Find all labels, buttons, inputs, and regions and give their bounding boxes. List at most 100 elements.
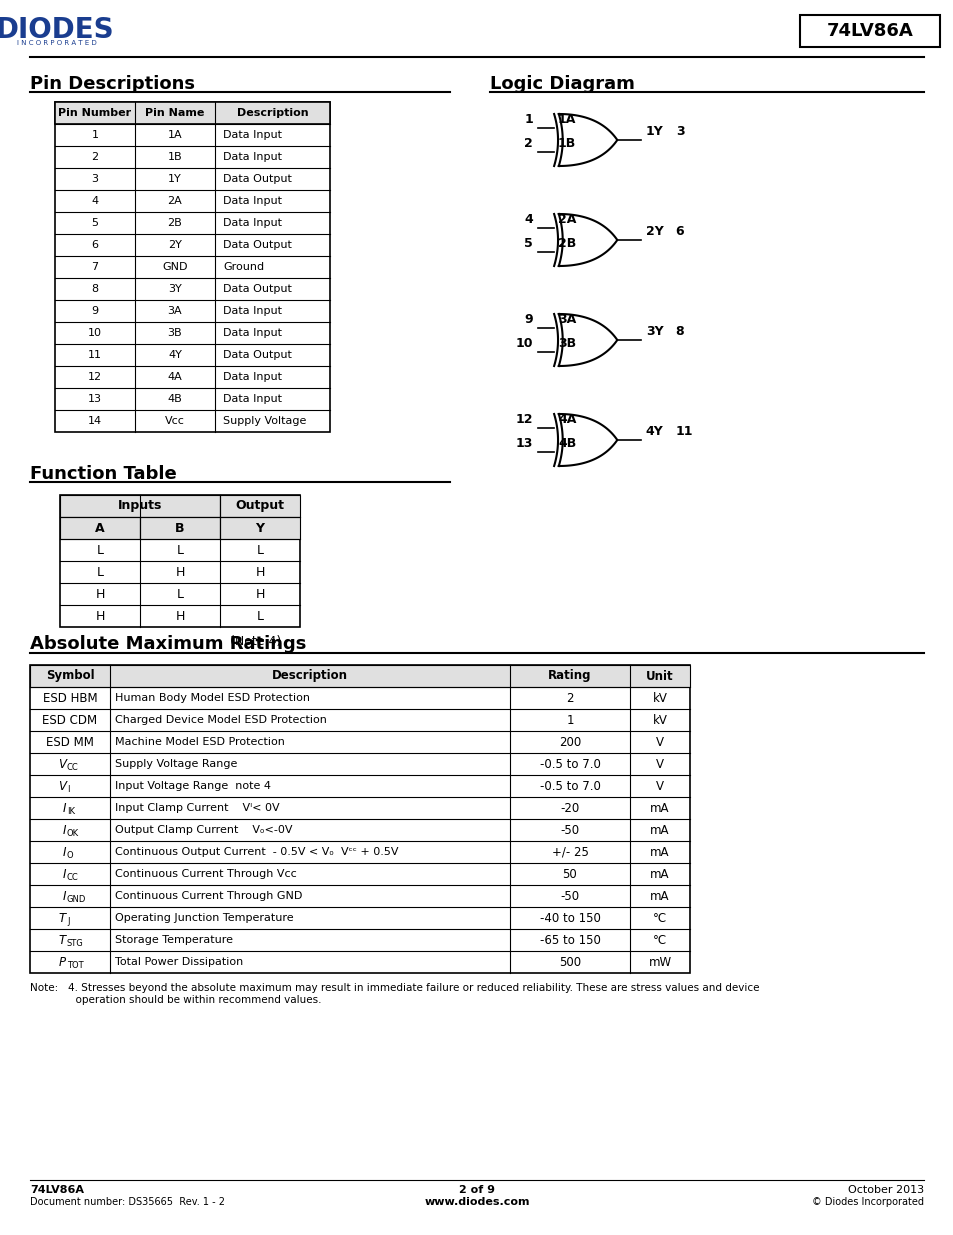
Text: -65 to 150: -65 to 150	[539, 934, 599, 946]
Text: Data Output: Data Output	[223, 350, 292, 359]
Text: Charged Device Model ESD Protection: Charged Device Model ESD Protection	[115, 715, 327, 725]
Text: 7: 7	[91, 262, 98, 272]
Text: 2A: 2A	[558, 214, 576, 226]
Text: P: P	[59, 956, 66, 968]
Text: Total Power Dissipation: Total Power Dissipation	[115, 957, 243, 967]
Text: H: H	[175, 566, 185, 578]
Text: Data Input: Data Input	[223, 196, 282, 206]
Text: 3Y: 3Y	[168, 284, 182, 294]
Text: IK: IK	[67, 806, 75, 815]
Text: Output: Output	[235, 499, 284, 513]
Text: H: H	[95, 588, 105, 600]
Text: Input Clamp Current    Vᴵ< 0V: Input Clamp Current Vᴵ< 0V	[115, 803, 279, 813]
Text: Vcc: Vcc	[165, 416, 185, 426]
Text: CC: CC	[67, 762, 79, 772]
Text: B: B	[175, 521, 185, 535]
Text: kV: kV	[652, 714, 667, 726]
Text: 2Y: 2Y	[168, 240, 182, 249]
Text: ESD HBM: ESD HBM	[43, 692, 97, 704]
Text: I: I	[63, 889, 66, 903]
Text: (Note 4): (Note 4)	[230, 635, 281, 648]
Text: 2: 2	[524, 137, 533, 149]
Text: October 2013: October 2013	[847, 1186, 923, 1195]
Text: H: H	[95, 610, 105, 622]
Text: 2A: 2A	[168, 196, 182, 206]
Text: Absolute Maximum Ratings: Absolute Maximum Ratings	[30, 635, 306, 653]
Text: Data Input: Data Input	[223, 219, 282, 228]
Text: Inputs: Inputs	[117, 499, 162, 513]
Bar	[220, 517, 299, 538]
Text: Logic Diagram: Logic Diagram	[490, 75, 634, 93]
Text: Operating Junction Temperature: Operating Junction Temperature	[115, 913, 294, 923]
Text: 1Y: 1Y	[645, 125, 662, 138]
Text: 13: 13	[515, 437, 533, 450]
Text: GND: GND	[162, 262, 188, 272]
Text: 2Y: 2Y	[645, 225, 662, 238]
Text: -0.5 to 7.0: -0.5 to 7.0	[539, 779, 599, 793]
Text: +/- 25: +/- 25	[551, 846, 588, 858]
Text: Unit: Unit	[645, 669, 673, 683]
Text: 1A: 1A	[558, 114, 576, 126]
Text: 13: 13	[88, 394, 102, 404]
Text: 4: 4	[524, 214, 533, 226]
Text: Continuous Current Through Vcc: Continuous Current Through Vcc	[115, 869, 296, 879]
Text: T: T	[59, 911, 66, 925]
Text: 4A: 4A	[168, 372, 182, 382]
Text: V: V	[656, 779, 663, 793]
Text: H: H	[255, 588, 264, 600]
Text: I: I	[63, 867, 66, 881]
Text: 6: 6	[675, 225, 683, 238]
Text: °C: °C	[652, 911, 666, 925]
Text: Description: Description	[236, 107, 308, 119]
Text: Description: Description	[272, 669, 348, 683]
Text: © Diodes Incorporated: © Diodes Incorporated	[811, 1197, 923, 1207]
Text: 10: 10	[515, 337, 533, 350]
Text: 4Y: 4Y	[168, 350, 182, 359]
Text: 50: 50	[562, 867, 577, 881]
Text: 4A: 4A	[558, 414, 576, 426]
Text: Supply Voltage: Supply Voltage	[223, 416, 306, 426]
Text: Pin Descriptions: Pin Descriptions	[30, 75, 194, 93]
Text: -20: -20	[559, 802, 579, 815]
Text: 3: 3	[91, 174, 98, 184]
Text: ESD MM: ESD MM	[46, 736, 93, 748]
Text: mA: mA	[650, 846, 669, 858]
Text: 2B: 2B	[168, 219, 182, 228]
Text: 1: 1	[524, 114, 533, 126]
Text: V: V	[656, 757, 663, 771]
Text: 1B: 1B	[168, 152, 182, 162]
Text: -0.5 to 7.0: -0.5 to 7.0	[539, 757, 599, 771]
Text: kV: kV	[652, 692, 667, 704]
Text: O: O	[67, 851, 73, 860]
Text: GND: GND	[67, 894, 87, 904]
Text: 1B: 1B	[558, 137, 576, 149]
Text: A: A	[95, 521, 105, 535]
Text: 1: 1	[566, 714, 573, 726]
Text: mA: mA	[650, 867, 669, 881]
Text: Data Input: Data Input	[223, 372, 282, 382]
Text: 2B: 2B	[558, 237, 576, 249]
Text: Supply Voltage Range: Supply Voltage Range	[115, 760, 237, 769]
Text: L: L	[256, 543, 263, 557]
Text: Function Table: Function Table	[30, 466, 176, 483]
Text: 74LV86A: 74LV86A	[30, 1186, 84, 1195]
Text: 8: 8	[91, 284, 98, 294]
Text: T: T	[59, 934, 66, 946]
Text: H: H	[175, 610, 185, 622]
Text: L: L	[256, 610, 263, 622]
Text: L: L	[176, 588, 183, 600]
Text: 9: 9	[524, 314, 533, 326]
Text: 5: 5	[524, 237, 533, 249]
Text: L: L	[176, 543, 183, 557]
Text: Data Input: Data Input	[223, 152, 282, 162]
Text: Symbol: Symbol	[46, 669, 94, 683]
Text: 3A: 3A	[168, 306, 182, 316]
Text: I: I	[63, 846, 66, 858]
Text: 8: 8	[675, 325, 683, 338]
Text: Data Output: Data Output	[223, 240, 292, 249]
Text: Data Input: Data Input	[223, 394, 282, 404]
Text: 500: 500	[558, 956, 580, 968]
Text: Machine Model ESD Protection: Machine Model ESD Protection	[115, 737, 285, 747]
Text: 10: 10	[88, 329, 102, 338]
Text: Human Body Model ESD Protection: Human Body Model ESD Protection	[115, 693, 310, 703]
